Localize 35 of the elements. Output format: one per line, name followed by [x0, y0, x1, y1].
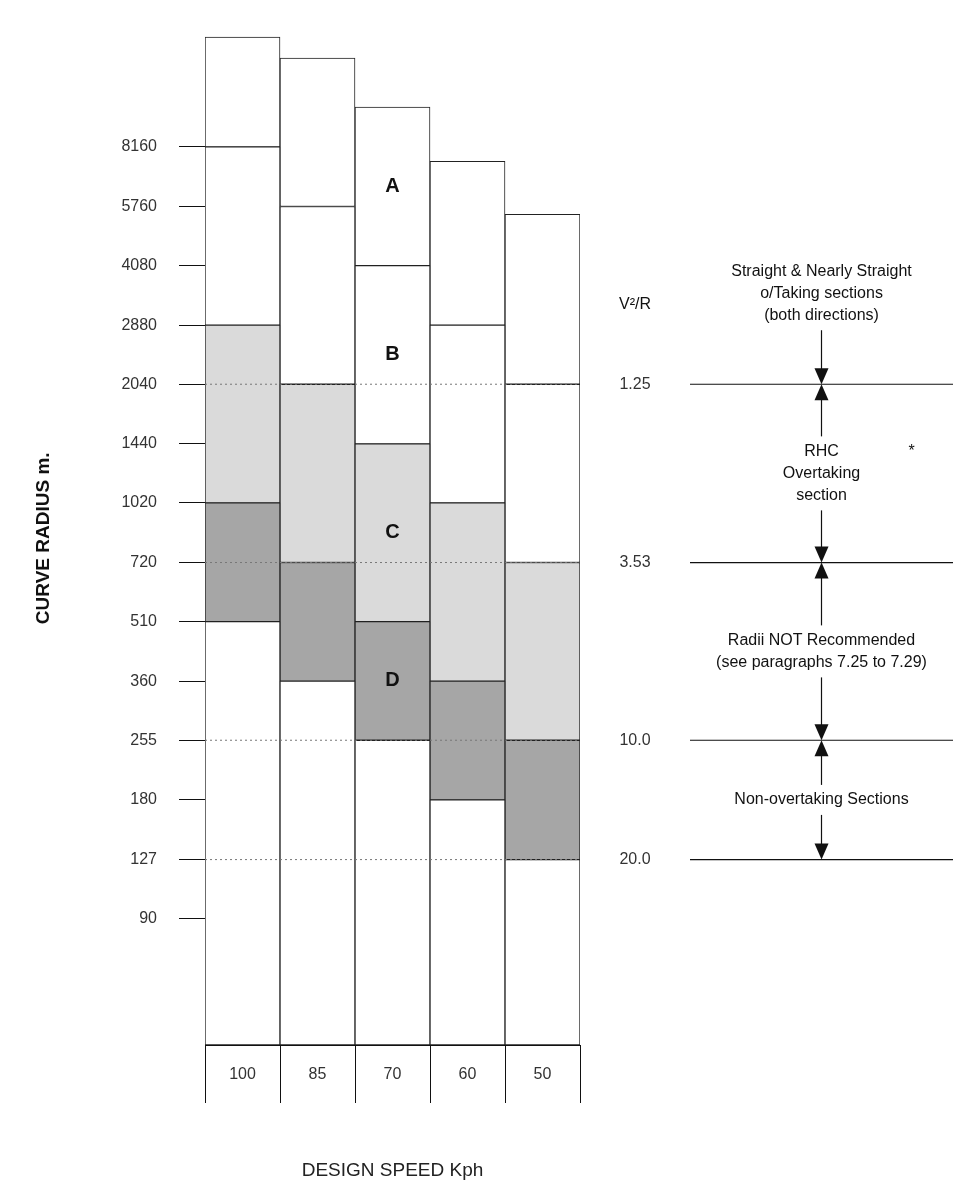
- y-tick-label: 180: [130, 790, 158, 808]
- x-tick-label: 85: [308, 1065, 327, 1083]
- text: Radii NOT Recommended (see paragraphs 7.25 to 7.29): [716, 630, 927, 670]
- y-tick-label: 255: [130, 730, 158, 748]
- y-tick-label: 2880: [121, 315, 158, 333]
- text: *: [908, 441, 915, 459]
- y-tick-label: 90: [139, 908, 158, 926]
- text: V²/R: [619, 294, 651, 312]
- series-label: B: [385, 342, 400, 365]
- text: 1.25: [619, 374, 651, 392]
- y-tick-label: 4080: [121, 255, 158, 273]
- text: RHC Overtaking section: [782, 441, 861, 503]
- text: Straight & Nearly Straight o/Taking sections (both directions): [731, 261, 913, 323]
- series-label: A: [385, 173, 400, 196]
- y-axis-title: CURVE RADIUS m.: [31, 452, 53, 625]
- x-tick-label: 50: [533, 1065, 552, 1083]
- x-tick-label: 70: [383, 1065, 402, 1083]
- x-axis-title: DESIGN SPEED Kph: [301, 1158, 484, 1180]
- x-tick-label: 100: [229, 1065, 256, 1083]
- text: 10.0: [619, 730, 651, 748]
- y-tick-label: 5760: [121, 196, 158, 214]
- text: Non-overtaking Sections: [734, 790, 909, 808]
- y-tick-label: 720: [130, 552, 158, 570]
- text: 3.53: [619, 552, 651, 570]
- y-tick-label: 510: [130, 611, 158, 629]
- y-tick-label: 2040: [121, 374, 158, 392]
- y-tick-label: 1440: [121, 434, 158, 452]
- x-tick-label: 60: [458, 1065, 477, 1083]
- y-tick-label: 1020: [121, 493, 158, 511]
- series-label: D: [385, 668, 400, 691]
- y-tick-label: 360: [130, 671, 158, 689]
- y-tick-label: 127: [130, 849, 158, 867]
- text: 20.0: [619, 849, 651, 867]
- y-tick-label: 8160: [121, 137, 158, 155]
- series-label: C: [385, 520, 400, 543]
